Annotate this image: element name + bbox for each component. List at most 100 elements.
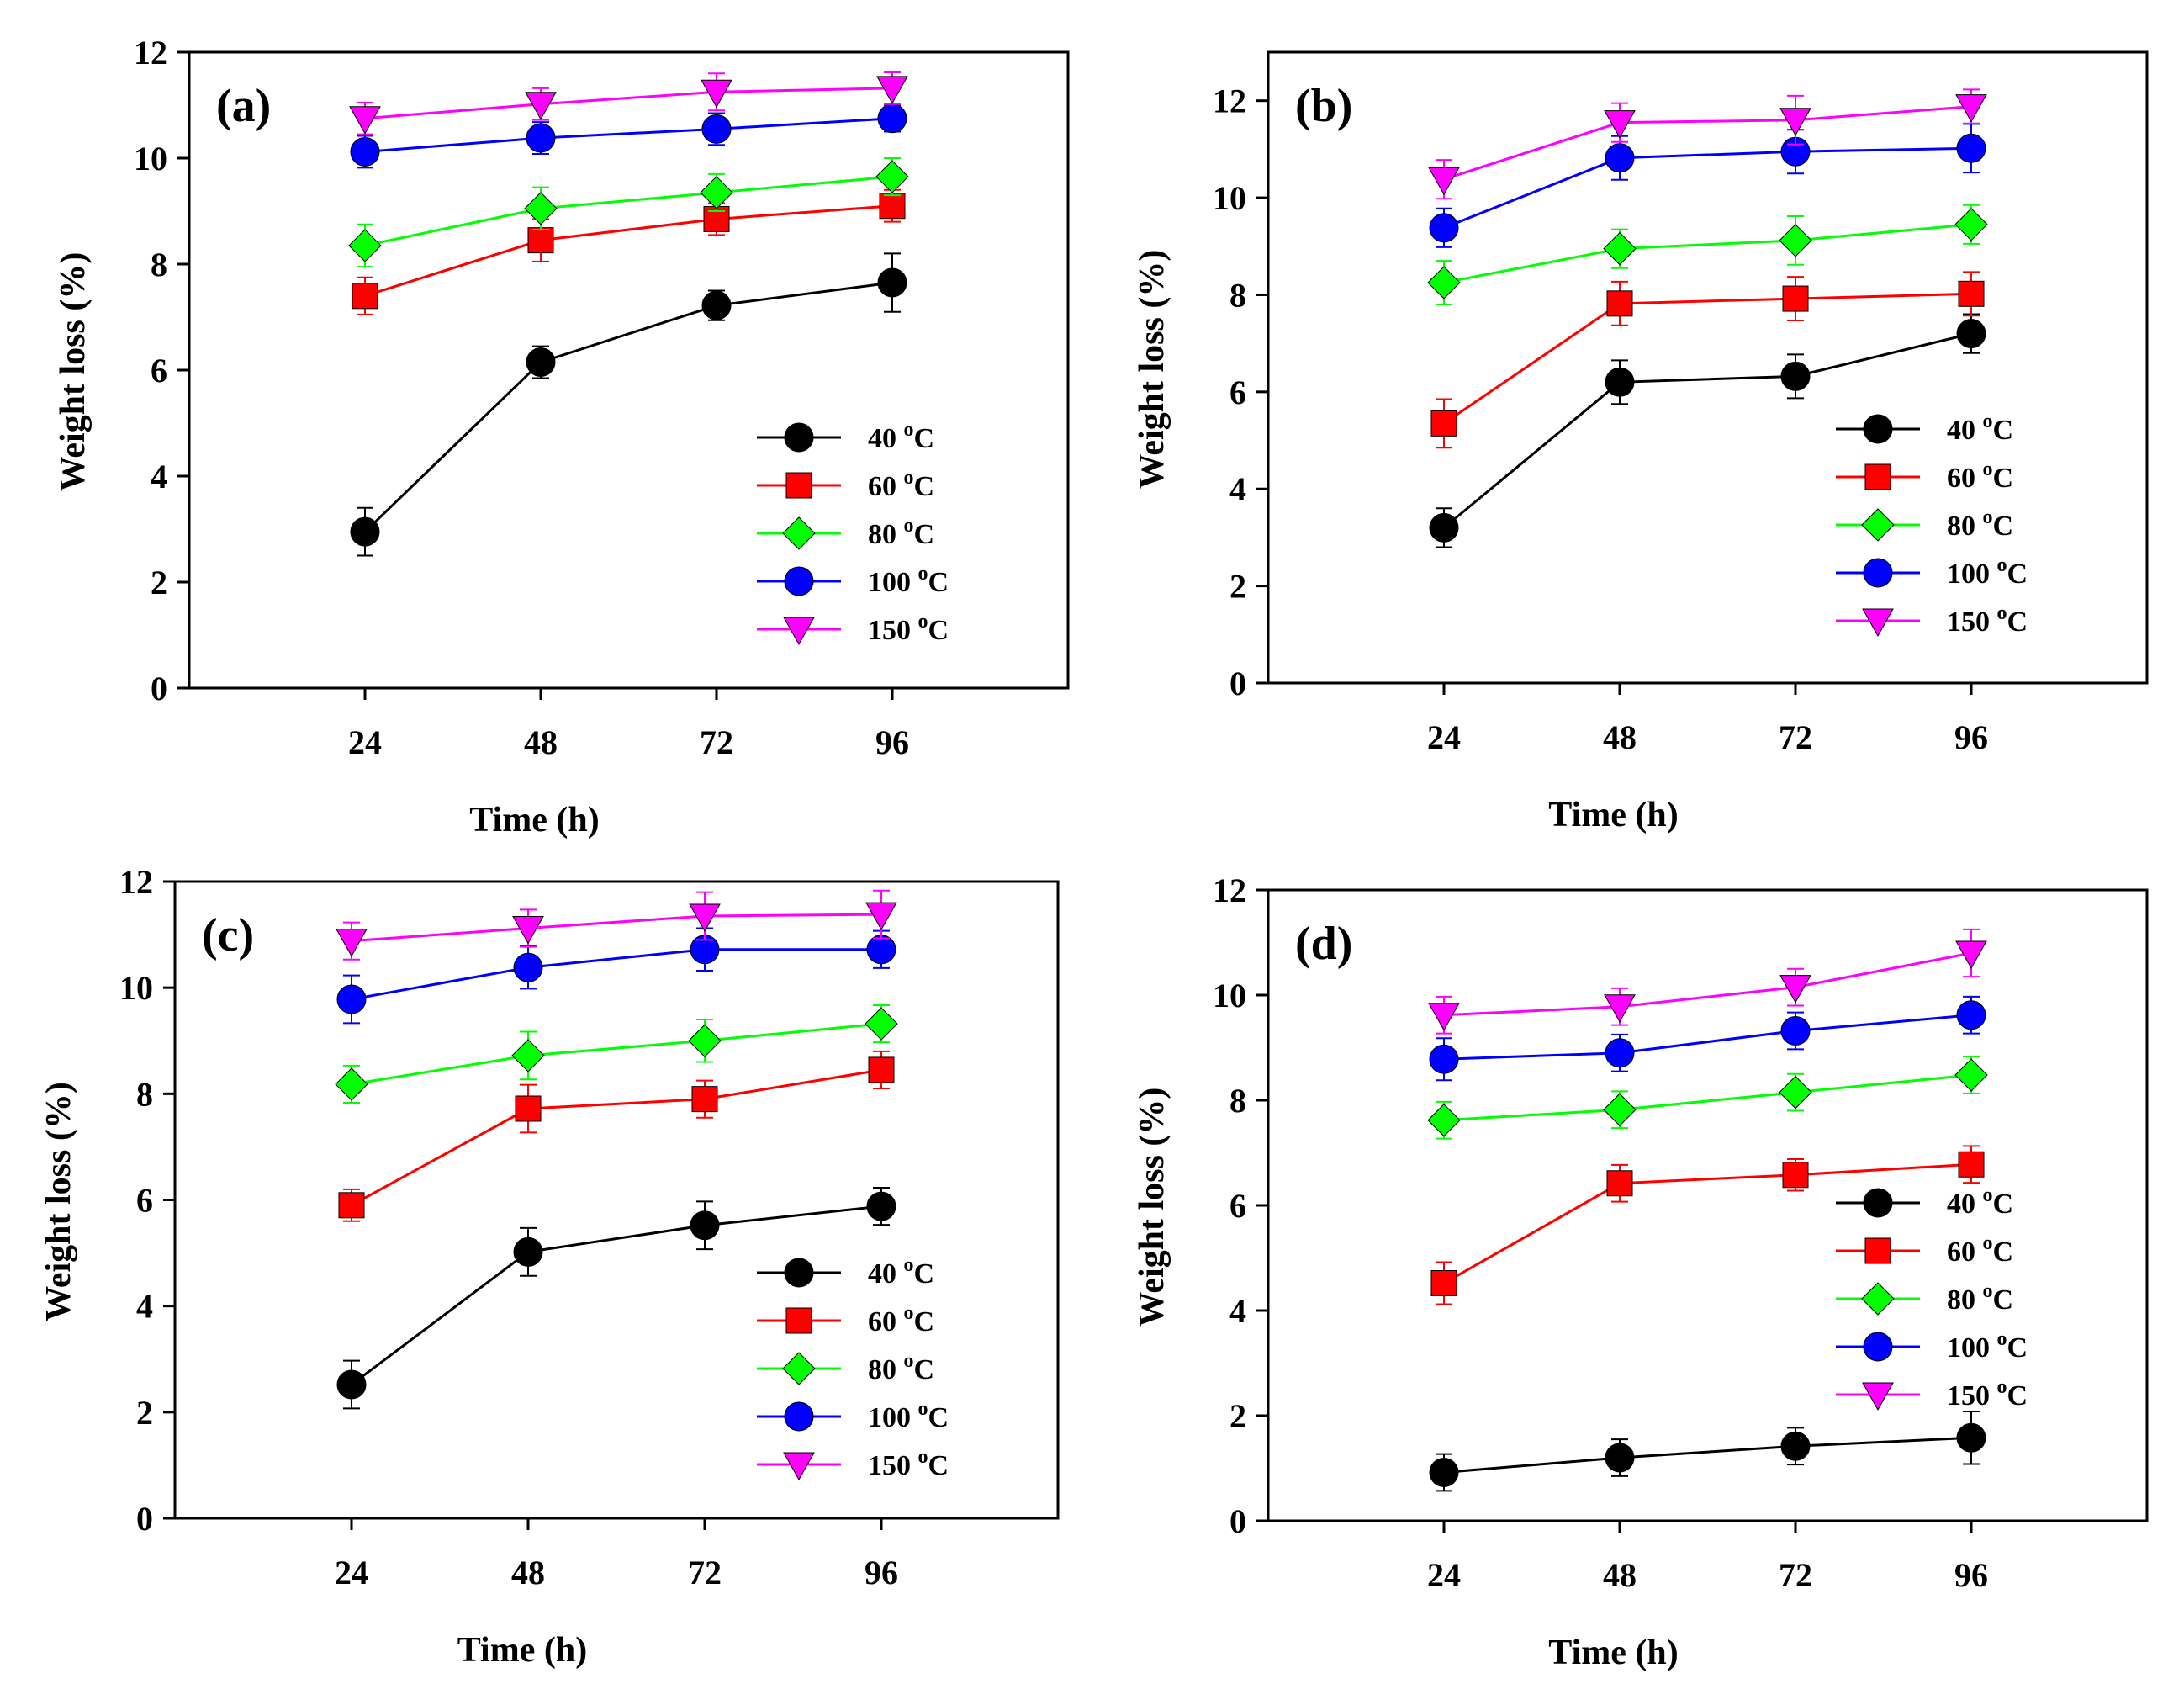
data-point	[1780, 1016, 1811, 1046]
data-point	[352, 283, 378, 310]
data-point	[1780, 361, 1811, 391]
series-line	[364, 117, 893, 153]
panel-c-y-tick-label: 8	[136, 1075, 153, 1113]
data-point	[515, 1095, 542, 1122]
legend-entry: 60 oC	[757, 1302, 934, 1337]
series-line	[1443, 146, 1972, 230]
data-point	[701, 290, 732, 320]
data-point	[877, 267, 907, 298]
series-line	[1443, 1162, 1972, 1284]
data-point	[1782, 1162, 1809, 1189]
series-line	[1443, 105, 1972, 181]
panel-a-x-tick-label: 72	[700, 723, 733, 761]
panel-b-y-tick-label: 2	[1229, 568, 1246, 606]
legend-swatch-marker	[782, 516, 816, 550]
data-point	[1956, 133, 1986, 163]
legend-label: 60 oC	[1947, 1232, 2013, 1268]
panel-a-y-tick-label: 6	[151, 352, 167, 389]
panel-c-y-tick-label: 4	[136, 1288, 153, 1326]
legend-label: 40 oC	[1947, 410, 2013, 446]
legend-swatch-marker	[784, 1258, 814, 1288]
legend-entry: 40 oC	[757, 1254, 934, 1289]
series-line	[351, 1068, 882, 1207]
panel-a-series-60C	[352, 188, 906, 315]
panel-c-series-40C	[336, 1186, 896, 1410]
data-point	[1606, 1170, 1633, 1197]
panel-d-series-100C	[1429, 995, 1986, 1082]
data-point	[1956, 1000, 1986, 1030]
data-point	[691, 1086, 718, 1113]
panel-b-y-tick-label: 0	[1229, 665, 1246, 702]
panel-b-y-tick-label: 6	[1229, 373, 1246, 411]
legend-swatch-marker	[784, 566, 814, 596]
panel-c-x-tick-label: 96	[865, 1554, 898, 1591]
panel-b-y-tick-label: 10	[1213, 179, 1246, 217]
panel-a-x-tick-label: 96	[875, 723, 909, 761]
data-point	[688, 1024, 722, 1057]
series-line	[363, 281, 893, 533]
panel-c-x-tick-label: 48	[511, 1554, 545, 1591]
panel-d-series-80C	[1427, 1056, 1988, 1140]
data-point	[513, 952, 543, 982]
data-point	[526, 347, 556, 378]
legend-entry: 40 oC	[1836, 1184, 2013, 1220]
series-line	[364, 204, 893, 298]
panel-d-x-axis-title: Time (h)	[1548, 1634, 1678, 1672]
data-point	[527, 227, 554, 254]
panel-a-series-80C	[348, 157, 909, 268]
data-point	[868, 1056, 895, 1083]
data-point	[1603, 1093, 1637, 1126]
legend-swatch-marker	[1864, 463, 1891, 490]
panel-c-y-tick-label: 6	[136, 1182, 153, 1220]
panel-d-y-tick-label: 2	[1229, 1397, 1246, 1435]
data-point	[690, 1210, 720, 1241]
panel-b-plot-frame	[1267, 50, 2149, 685]
legend-entry: 40 oC	[1836, 410, 2013, 446]
panel-c-x-tick-label: 72	[688, 1554, 722, 1591]
panel-d-series-40C	[1429, 1411, 1986, 1492]
legend-entry: 100 oC	[1836, 554, 2028, 590]
legend-label: 60 oC	[1947, 458, 2013, 494]
panel-b-y-tick-label: 4	[1229, 470, 1246, 508]
legend-swatch-marker	[784, 422, 814, 453]
data-point	[1956, 319, 1986, 349]
data-point	[1958, 1151, 1985, 1178]
legend-entry: 100 oC	[757, 1398, 949, 1433]
data-point	[1780, 1431, 1811, 1461]
data-point	[1430, 1270, 1457, 1296]
panel-a-series-150C	[349, 71, 908, 135]
legend-entry: 60 oC	[1836, 1232, 2013, 1268]
data-point	[1779, 224, 1812, 257]
data-point	[1954, 1058, 1988, 1092]
legend-label: 60 oC	[868, 467, 934, 502]
legend-entry: 150 oC	[1836, 1376, 2028, 1411]
legend-entry: 80 oC	[757, 515, 934, 550]
data-point	[511, 1039, 545, 1072]
legend-label: 150 oC	[1947, 602, 2028, 638]
data-point	[1429, 512, 1459, 543]
legend-label: 150 oC	[868, 611, 949, 646]
legend-entry: 150 oC	[757, 1446, 949, 1481]
data-point	[877, 103, 907, 134]
data-point	[701, 114, 732, 144]
data-point	[865, 902, 897, 931]
panel-a-y-tick-label: 0	[151, 670, 167, 707]
data-point	[513, 1237, 543, 1267]
legend-label: 100 oC	[868, 1398, 949, 1433]
legend-swatch-marker	[1861, 1282, 1895, 1316]
data-point	[689, 903, 721, 933]
data-point	[701, 79, 732, 109]
series-line	[351, 1022, 882, 1086]
data-point	[1958, 280, 1985, 307]
panel-a-y-axis-title: Weight loss (%)	[54, 252, 93, 492]
legend-swatch-marker	[1862, 1382, 1894, 1411]
panel-d-series-150C	[1428, 928, 1987, 1035]
legend-label: 100 oC	[1947, 554, 2028, 590]
legend-swatch-marker	[785, 1307, 812, 1334]
legend-label: 40 oC	[868, 419, 934, 454]
legend-swatch-marker	[1861, 508, 1895, 542]
panel-a-y-tick-label: 4	[151, 458, 167, 495]
